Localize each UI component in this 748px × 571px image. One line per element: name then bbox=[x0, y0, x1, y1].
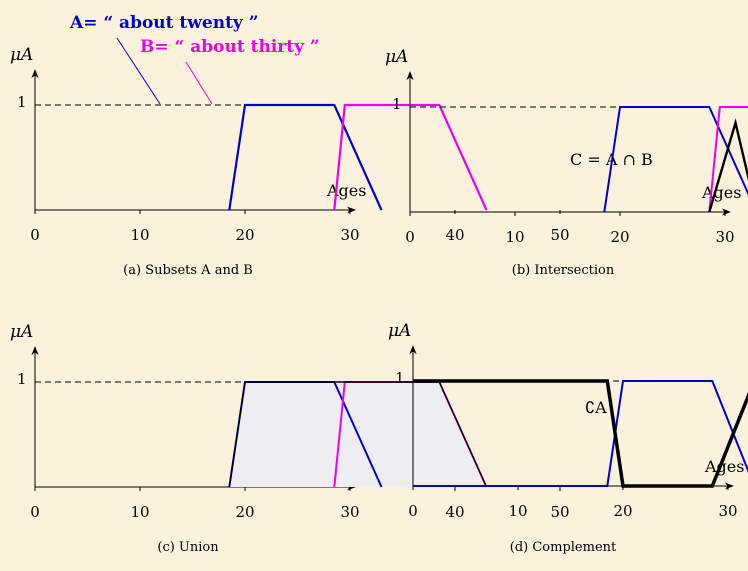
panel-complement: 1 μA Ages 0 10 20 30 40 50 (d) Complement ∁A bbox=[388, 321, 748, 555]
x-tick-label: 40 bbox=[445, 226, 464, 244]
x-tick-label: 50 bbox=[550, 226, 569, 244]
x-tick-label: 10 bbox=[508, 502, 527, 520]
x-tick-label: 50 bbox=[550, 503, 569, 521]
x-tick-label: 20 bbox=[610, 228, 629, 246]
panel-caption: (d) Complement bbox=[510, 540, 617, 555]
set-annotation: ∁A bbox=[585, 398, 607, 417]
x-tick-label: 0 bbox=[405, 228, 415, 246]
series-b-line bbox=[333, 103, 488, 211]
y-axis-label: μA bbox=[10, 322, 33, 342]
x-tick-label: 30 bbox=[340, 226, 359, 244]
intersection-line bbox=[708, 118, 748, 213]
y-tick-label-one: 1 bbox=[17, 93, 27, 111]
x-tick-label: 20 bbox=[235, 226, 254, 244]
x-tick-label: 10 bbox=[130, 226, 149, 244]
complement-line bbox=[413, 379, 748, 488]
union-outline bbox=[228, 381, 488, 488]
y-tick-label-one: 1 bbox=[17, 370, 27, 388]
y-axis-label: μA bbox=[385, 47, 408, 67]
y-tick-label-one: 1 bbox=[395, 369, 405, 387]
x-tick-label: 0 bbox=[408, 502, 418, 520]
x-tick-label: 30 bbox=[340, 503, 359, 521]
x-axis-label: Ages bbox=[326, 181, 366, 200]
x-tick-label: 10 bbox=[505, 228, 524, 246]
x-tick-label: 0 bbox=[30, 503, 40, 521]
x-tick-label: 10 bbox=[130, 503, 149, 521]
series-a-line bbox=[228, 103, 383, 211]
x-tick-label: 0 bbox=[30, 226, 40, 244]
y-axis-label: μA bbox=[388, 321, 411, 341]
x-tick-label: 40 bbox=[445, 503, 464, 521]
x-tick-label: 30 bbox=[718, 502, 737, 520]
panel-caption: (a) Subsets A and B bbox=[123, 263, 253, 278]
series-a-line bbox=[603, 106, 748, 213]
x-tick-label: 20 bbox=[613, 502, 632, 520]
panel-caption: (b) Intersection bbox=[512, 263, 615, 278]
y-tick-label-one: 1 bbox=[392, 95, 402, 113]
series-a-line bbox=[413, 380, 748, 487]
legend-b-leader bbox=[185, 61, 213, 105]
x-tick-label: 20 bbox=[235, 503, 254, 521]
x-tick-label: 30 bbox=[715, 228, 734, 246]
x-axis-label: Ages bbox=[701, 183, 741, 202]
panel-caption: (c) Union bbox=[157, 540, 219, 555]
series-b-line bbox=[708, 106, 748, 213]
x-axis-label: Ages bbox=[704, 457, 744, 476]
legend-b-label: B= “ about thirty ” bbox=[140, 37, 320, 57]
legend-a-label: A= “ about twenty ” bbox=[69, 13, 259, 33]
legend-a-leader bbox=[116, 37, 161, 105]
y-axis-label: μA bbox=[10, 45, 33, 65]
